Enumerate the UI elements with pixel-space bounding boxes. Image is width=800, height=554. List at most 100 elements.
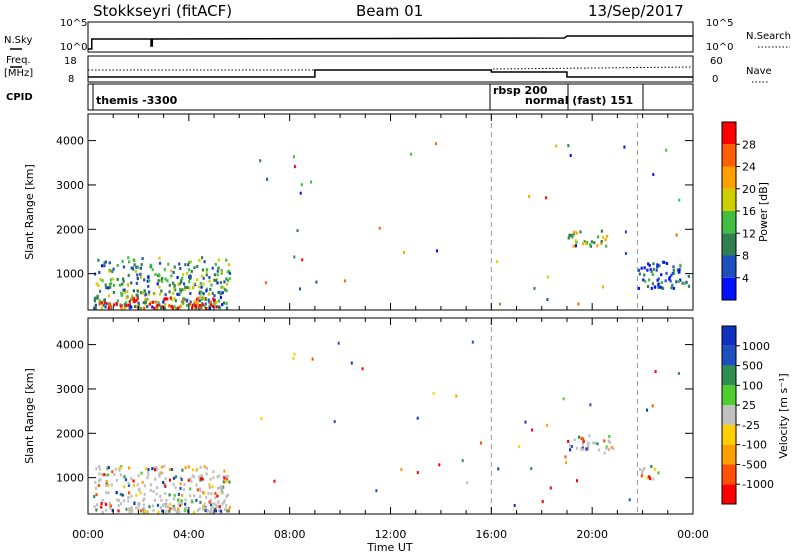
echo-cell (120, 294, 123, 297)
echo-cell (586, 443, 590, 447)
echo-cell (154, 273, 157, 276)
echo-cell (225, 258, 228, 262)
echo-cell (209, 498, 212, 502)
echo-cell (116, 498, 119, 502)
echo-cell (160, 289, 163, 293)
power-panel: 1000 2000 3000 4000 Slant Range [km] 4 8 12 16… (23, 113, 770, 311)
echo-cell (668, 277, 671, 281)
echo-cell (172, 505, 175, 508)
echo-cell (218, 290, 222, 294)
echo-cell (640, 474, 643, 478)
echo-cell (641, 469, 644, 473)
echo-cell (567, 439, 570, 443)
echo-cell (196, 508, 199, 512)
echo-cell (115, 491, 118, 494)
echo-cell (189, 302, 192, 306)
echo-cell (658, 264, 661, 268)
power-plot-frame (87, 113, 694, 311)
echo-cell (135, 299, 138, 303)
frequency-panel: Freq. [MHz] 18 8 60 0 Nave (4, 55, 772, 85)
echo-cell (672, 286, 675, 290)
echo-cell (567, 236, 570, 240)
echo-cell (178, 510, 181, 514)
time-tick-label: 00:00 (72, 528, 104, 541)
echo-cell (212, 476, 215, 480)
echo-cell (604, 238, 607, 242)
echo-cell (223, 280, 226, 284)
echo-cell (111, 470, 114, 474)
echo-cell (216, 475, 219, 479)
echo-cell (572, 232, 575, 236)
echo-cell (641, 471, 644, 475)
echo-cell (105, 473, 108, 477)
echo-cell (145, 510, 148, 514)
echo-cell (266, 177, 269, 181)
echo-cell (214, 507, 217, 511)
echo-cell (101, 279, 104, 283)
echo-cell (162, 481, 165, 484)
echo-cell (147, 275, 150, 279)
velocity-y-ticks: 1000 2000 3000 4000 (56, 339, 693, 485)
echo-cell (215, 301, 218, 304)
echo-cell (137, 504, 140, 508)
echo-cell (211, 291, 214, 295)
echo-cell (196, 297, 199, 301)
echo-cell (646, 268, 649, 272)
colorbar-swatch (722, 326, 736, 346)
echo-cell (143, 509, 146, 513)
echo-cell (136, 297, 139, 301)
echo-cell (174, 299, 177, 303)
echo-cell (128, 299, 131, 303)
echo-cell (103, 473, 106, 477)
echo-cell (158, 472, 161, 476)
echo-cell (156, 503, 160, 507)
echo-cell (174, 485, 177, 489)
echo-cell (141, 291, 144, 295)
echo-cell (207, 298, 210, 302)
echo-cell (214, 263, 217, 266)
colorbar-tick-label: -1000 (742, 478, 774, 491)
colorbar-swatch (722, 345, 736, 366)
echo-cell (198, 306, 202, 309)
echo-cell (106, 465, 109, 469)
echo-cell (167, 262, 170, 266)
echo-cell (293, 255, 296, 259)
echo-cell (179, 287, 182, 291)
echo-cell (137, 502, 140, 506)
echo-cell (581, 446, 584, 450)
echo-cell (573, 438, 576, 442)
echo-cell (184, 498, 187, 502)
echo-cell (169, 507, 172, 511)
echo-cell (170, 304, 173, 308)
echo-cell (179, 482, 182, 486)
echo-cell (161, 277, 164, 280)
echo-cell (659, 285, 662, 289)
echo-cell (107, 466, 110, 470)
echo-cell (315, 280, 318, 284)
echo-cell (156, 303, 159, 307)
echo-cell (226, 509, 229, 513)
echo-cell (155, 492, 158, 496)
echo-cell (163, 503, 166, 506)
nave-label: Nave (746, 66, 772, 77)
echo-cell (104, 283, 107, 287)
echo-cell (652, 173, 655, 177)
echo-cell (163, 297, 166, 301)
echo-cell (400, 467, 403, 471)
echo-cell (112, 291, 115, 294)
echo-cell (178, 293, 181, 297)
velocity-colorbar-label: Velocity [m s⁻¹] (777, 373, 790, 458)
colorbar-tick-label: -100 (742, 439, 767, 452)
echo-cell (95, 508, 98, 512)
cpid-program-rbsp: rbsp 200 (493, 84, 548, 97)
echo-cell (173, 265, 176, 269)
echo-cell (213, 278, 216, 282)
echo-cell (192, 304, 195, 308)
echo-cell (144, 293, 147, 297)
echo-cell (677, 280, 680, 283)
echo-cell (97, 258, 100, 262)
echo-cell (163, 306, 166, 310)
echo-cell (195, 498, 198, 502)
echo-cell (140, 291, 143, 295)
echo-cell (98, 289, 102, 293)
